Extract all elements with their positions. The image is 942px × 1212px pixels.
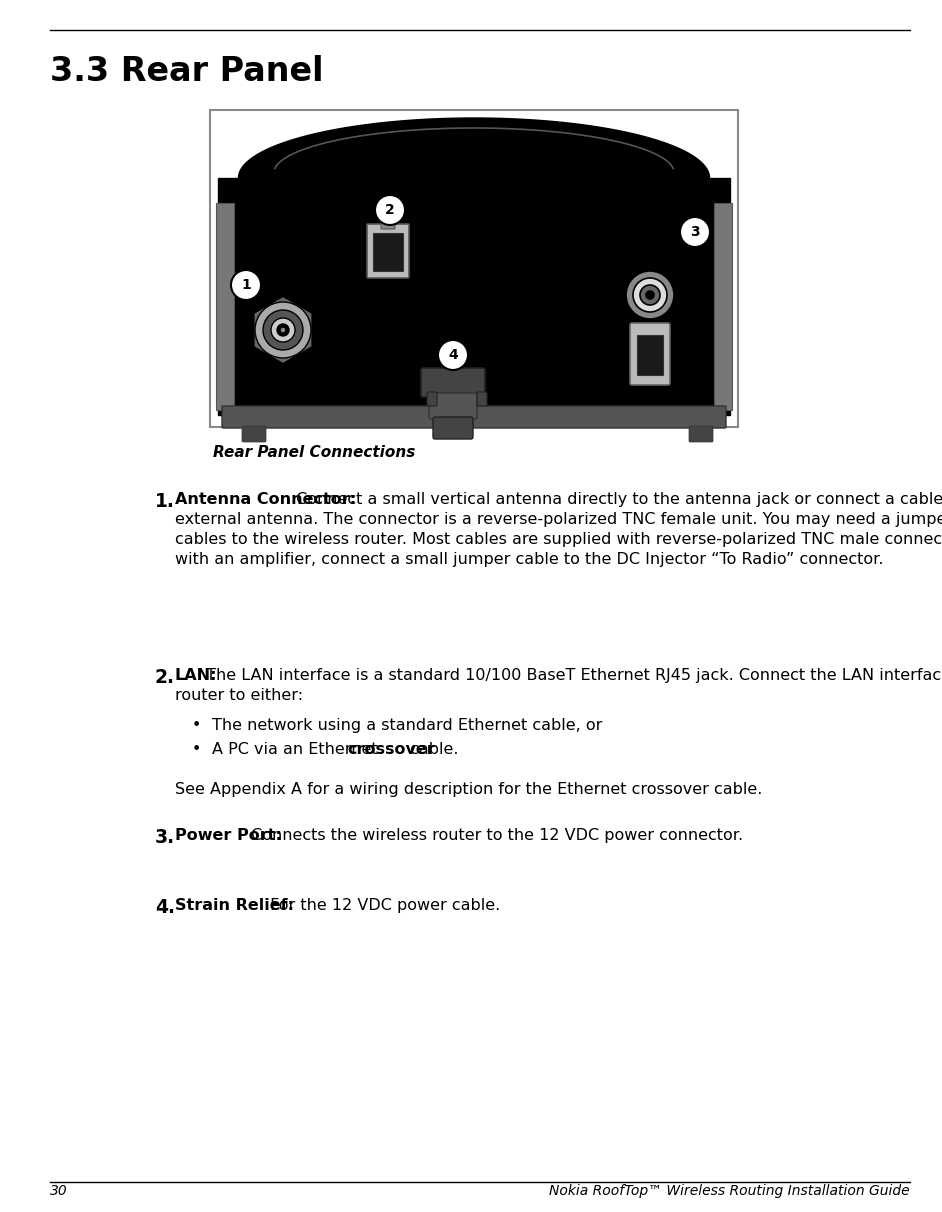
FancyBboxPatch shape: [689, 425, 713, 442]
Circle shape: [646, 291, 654, 299]
FancyBboxPatch shape: [630, 324, 670, 385]
FancyBboxPatch shape: [242, 425, 266, 442]
Text: cable.: cable.: [405, 742, 459, 758]
Circle shape: [255, 302, 311, 358]
Text: crossover: crossover: [348, 742, 435, 758]
FancyBboxPatch shape: [222, 406, 726, 428]
Text: The LAN interface is a standard 10/100 BaseT Ethernet RJ45 jack. Connect the LAN: The LAN interface is a standard 10/100 B…: [201, 668, 942, 684]
FancyBboxPatch shape: [714, 202, 732, 410]
Text: 2.: 2.: [155, 668, 175, 687]
Text: •: •: [192, 718, 202, 733]
Text: Power Port:: Power Port:: [175, 828, 282, 844]
Text: •: •: [192, 742, 202, 758]
Text: 3.: 3.: [155, 828, 175, 847]
Circle shape: [438, 341, 468, 370]
FancyBboxPatch shape: [373, 233, 403, 271]
Text: Connects the wireless router to the 12 VDC power connector.: Connects the wireless router to the 12 V…: [246, 828, 743, 844]
Text: 3: 3: [690, 225, 700, 239]
FancyBboxPatch shape: [216, 202, 234, 410]
FancyBboxPatch shape: [210, 110, 738, 427]
Circle shape: [375, 195, 405, 225]
Text: Strain Relief:: Strain Relief:: [175, 898, 294, 913]
Circle shape: [271, 318, 295, 342]
FancyBboxPatch shape: [427, 391, 437, 406]
Text: cables to the wireless router. Most cables are supplied with reverse-polarized T: cables to the wireless router. Most cabl…: [175, 532, 942, 547]
Text: external antenna. The connector is a reverse-polarized TNC female unit. You may : external antenna. The connector is a rev…: [175, 511, 942, 527]
Polygon shape: [253, 296, 313, 364]
Circle shape: [277, 324, 289, 336]
Text: 4: 4: [448, 348, 458, 362]
Text: The network using a standard Ethernet cable, or: The network using a standard Ethernet ca…: [212, 718, 602, 733]
Text: router to either:: router to either:: [175, 688, 303, 703]
Circle shape: [626, 271, 674, 319]
Text: LAN:: LAN:: [175, 668, 218, 684]
Circle shape: [263, 310, 303, 350]
Text: Antenna Connector:: Antenna Connector:: [175, 492, 356, 507]
Circle shape: [680, 217, 710, 247]
Text: with an amplifier, connect a small jumper cable to the DC Injector “To Radio” co: with an amplifier, connect a small jumpe…: [175, 551, 884, 567]
Text: 1: 1: [241, 278, 251, 292]
FancyBboxPatch shape: [381, 219, 395, 229]
Text: 3.3 Rear Panel: 3.3 Rear Panel: [50, 55, 323, 88]
Circle shape: [231, 270, 261, 301]
Circle shape: [640, 285, 660, 305]
Polygon shape: [238, 118, 709, 178]
FancyBboxPatch shape: [477, 391, 487, 406]
FancyBboxPatch shape: [637, 335, 663, 375]
FancyBboxPatch shape: [218, 178, 730, 415]
Text: 2: 2: [385, 202, 395, 217]
Text: A PC via an Ethernet: A PC via an Ethernet: [212, 742, 382, 758]
Text: For the 12 VDC power cable.: For the 12 VDC power cable.: [265, 898, 500, 913]
Text: See Appendix A for a wiring description for the Ethernet crossover cable.: See Appendix A for a wiring description …: [175, 782, 762, 797]
Text: 4.: 4.: [155, 898, 175, 917]
FancyBboxPatch shape: [433, 417, 473, 439]
Circle shape: [280, 327, 286, 333]
Text: Connect a small vertical antenna directly to the antenna jack or connect a cable: Connect a small vertical antenna directl…: [291, 492, 942, 507]
Text: 30: 30: [50, 1184, 68, 1197]
Text: Rear Panel Connections: Rear Panel Connections: [213, 445, 415, 461]
Circle shape: [633, 278, 667, 311]
Text: Nokia RoofTop™ Wireless Routing Installation Guide: Nokia RoofTop™ Wireless Routing Installa…: [549, 1184, 910, 1197]
Text: 1.: 1.: [155, 492, 175, 511]
FancyBboxPatch shape: [421, 368, 485, 398]
FancyBboxPatch shape: [429, 393, 477, 419]
FancyBboxPatch shape: [367, 224, 409, 278]
Text: Wireless Router: Wireless Router: [402, 148, 540, 162]
